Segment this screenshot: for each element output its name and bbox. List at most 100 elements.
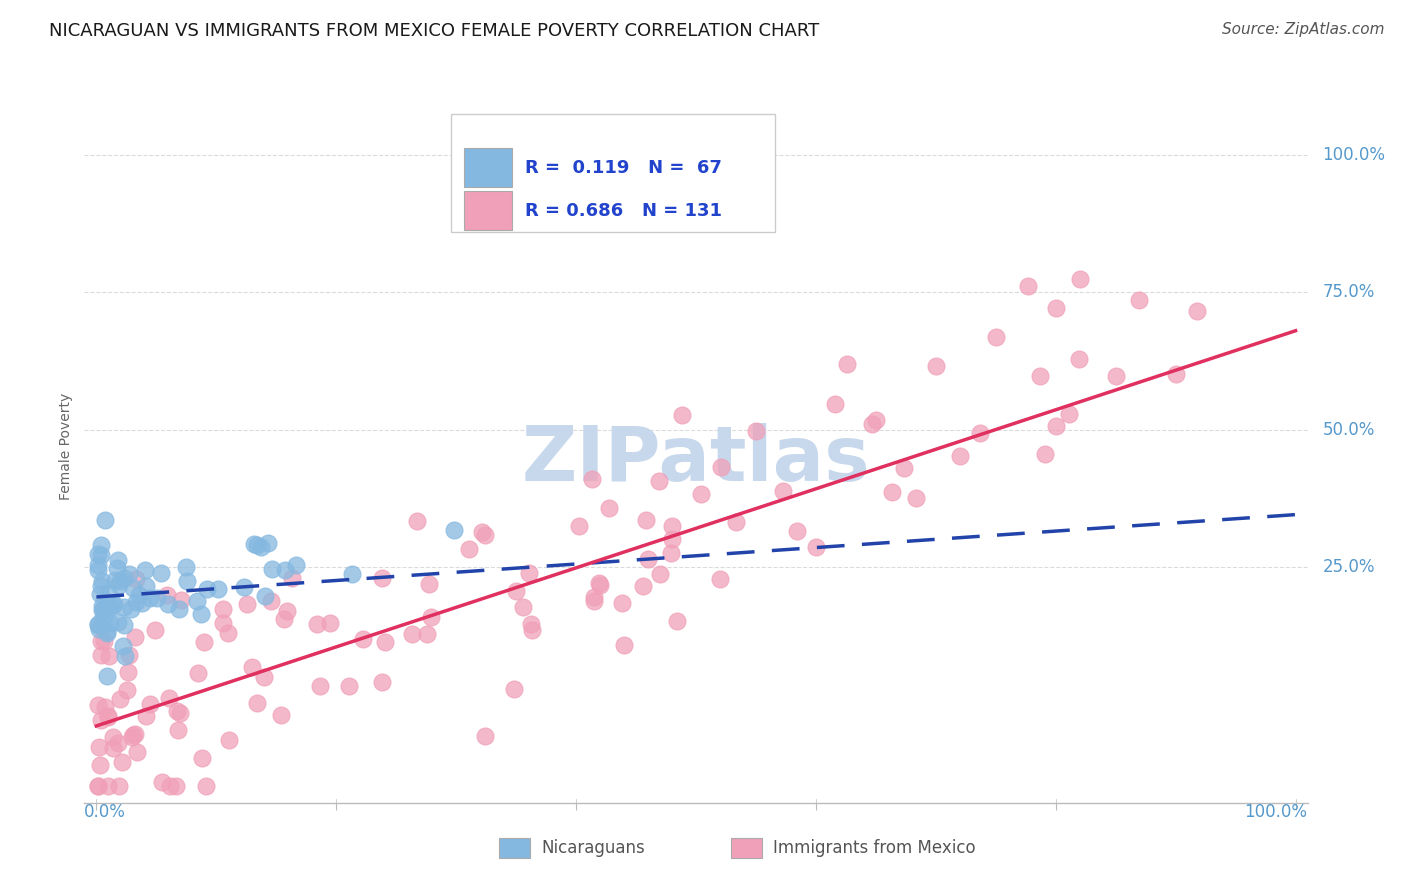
Point bbox=[131, 596, 153, 610]
Point bbox=[87, 780, 110, 794]
Point bbox=[273, 612, 295, 626]
Point bbox=[371, 675, 394, 690]
Point bbox=[517, 566, 540, 580]
Point bbox=[309, 679, 332, 693]
Point bbox=[98, 599, 121, 614]
Point bbox=[804, 540, 827, 554]
Point bbox=[91, 602, 114, 616]
Point bbox=[86, 548, 108, 562]
Point bbox=[91, 574, 114, 589]
Text: 100.0%: 100.0% bbox=[1322, 146, 1385, 164]
Point bbox=[86, 617, 108, 632]
Text: ZIPatlas: ZIPatlas bbox=[522, 424, 870, 497]
Point bbox=[583, 591, 606, 605]
Point bbox=[195, 582, 218, 597]
Y-axis label: Female Poverty: Female Poverty bbox=[59, 392, 73, 500]
Point bbox=[661, 532, 683, 546]
Point bbox=[157, 690, 180, 705]
Point bbox=[91, 602, 114, 616]
Point bbox=[186, 594, 208, 608]
Point bbox=[91, 613, 114, 627]
Text: 75.0%: 75.0% bbox=[1322, 284, 1375, 301]
Point bbox=[305, 617, 328, 632]
Point bbox=[93, 609, 115, 624]
Point bbox=[256, 536, 278, 550]
Point bbox=[835, 357, 858, 371]
Point bbox=[671, 408, 693, 422]
Point bbox=[276, 604, 298, 618]
Point bbox=[86, 780, 108, 794]
Point bbox=[246, 538, 269, 552]
Point bbox=[190, 607, 212, 621]
Point bbox=[165, 780, 187, 794]
Point bbox=[1069, 272, 1091, 286]
Point bbox=[90, 713, 112, 727]
Point bbox=[112, 639, 135, 653]
Point bbox=[134, 564, 156, 578]
Point bbox=[108, 780, 131, 794]
Point bbox=[135, 709, 157, 723]
Point bbox=[235, 597, 257, 611]
Point bbox=[246, 697, 269, 711]
Point bbox=[860, 417, 883, 431]
Point bbox=[270, 708, 292, 723]
Point bbox=[1057, 407, 1080, 421]
Point bbox=[969, 426, 991, 441]
Point bbox=[1105, 369, 1128, 384]
Point bbox=[87, 740, 110, 755]
Point bbox=[458, 542, 481, 557]
Point bbox=[103, 741, 125, 756]
Point bbox=[174, 560, 197, 574]
Point bbox=[232, 580, 254, 594]
Point bbox=[86, 698, 108, 713]
Point bbox=[984, 329, 1007, 343]
Point bbox=[111, 755, 134, 769]
Point bbox=[420, 610, 443, 624]
Point bbox=[505, 584, 527, 599]
Point bbox=[93, 633, 115, 648]
Point bbox=[568, 519, 591, 533]
Point bbox=[471, 524, 494, 539]
Point bbox=[139, 697, 162, 711]
Point bbox=[243, 537, 266, 551]
Point bbox=[98, 648, 121, 663]
Point bbox=[150, 774, 173, 789]
Point bbox=[1045, 301, 1067, 316]
Point bbox=[191, 750, 214, 764]
Point bbox=[661, 518, 683, 533]
Text: Source: ZipAtlas.com: Source: ZipAtlas.com bbox=[1222, 22, 1385, 37]
Point bbox=[1029, 369, 1052, 384]
Point bbox=[598, 501, 620, 516]
Point bbox=[217, 626, 239, 640]
Point bbox=[786, 524, 808, 539]
Point bbox=[127, 745, 149, 759]
Point bbox=[149, 566, 172, 580]
Point bbox=[135, 579, 157, 593]
Point bbox=[167, 601, 190, 615]
Point bbox=[588, 576, 610, 591]
Point bbox=[125, 595, 148, 609]
Point bbox=[650, 566, 672, 581]
Point bbox=[120, 602, 142, 616]
Point bbox=[170, 593, 193, 607]
Point bbox=[260, 562, 283, 576]
Point bbox=[212, 616, 235, 631]
Point bbox=[124, 630, 146, 644]
Point bbox=[97, 710, 120, 724]
Point bbox=[405, 514, 427, 528]
Point bbox=[103, 598, 125, 612]
Point bbox=[659, 546, 682, 560]
Text: Immigrants from Mexico: Immigrants from Mexico bbox=[773, 839, 976, 857]
Point bbox=[865, 413, 887, 427]
Point bbox=[745, 424, 768, 438]
Point bbox=[1185, 304, 1208, 318]
Point bbox=[1164, 367, 1187, 381]
Point bbox=[110, 691, 132, 706]
Point bbox=[416, 627, 439, 641]
Point bbox=[90, 548, 112, 562]
Point bbox=[90, 634, 112, 648]
Point bbox=[114, 648, 136, 663]
Point bbox=[252, 669, 274, 683]
Point bbox=[613, 638, 636, 652]
FancyBboxPatch shape bbox=[464, 148, 513, 187]
